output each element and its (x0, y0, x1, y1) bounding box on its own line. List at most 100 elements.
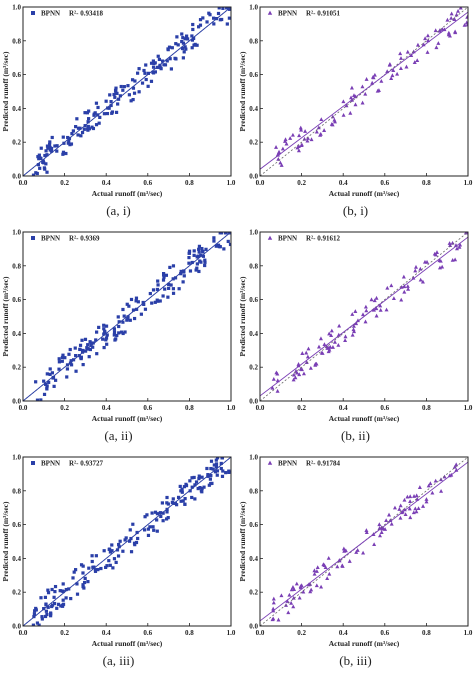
data-point (55, 149, 59, 153)
data-point (98, 115, 102, 119)
data-point (192, 475, 196, 480)
data-point (110, 543, 114, 547)
data-point (57, 357, 61, 361)
data-point (360, 100, 365, 105)
panel-caption-b-ii: (b, ii) (341, 428, 370, 443)
data-point (181, 499, 185, 503)
data-point (37, 157, 41, 161)
data-point (144, 63, 148, 67)
legend: BPNN R²- 0.93418 (31, 10, 103, 18)
data-point (318, 336, 323, 341)
data-point (415, 58, 420, 63)
data-point (142, 68, 146, 73)
data-point (61, 353, 65, 357)
data-point (161, 278, 166, 282)
y-tick-label: 1.0 (249, 229, 258, 237)
chart-panel-b-i: 0.0 0.2 0.4 0.6 0.8 1.0 0.0 0.2 0.4 0.6 0.8 1.0 Actu… (237, 0, 474, 225)
data-point (453, 257, 458, 262)
data-point (82, 586, 86, 590)
y-tick-label: 0.4 (12, 555, 21, 563)
data-point (177, 287, 181, 291)
data-point (196, 486, 200, 491)
data-point (194, 480, 199, 484)
data-point (68, 361, 73, 365)
data-point (287, 592, 292, 597)
data-point (412, 494, 417, 498)
data-point (184, 47, 188, 51)
data-point (57, 360, 61, 364)
data-point (90, 559, 94, 564)
data-point (44, 382, 48, 386)
data-point (116, 102, 120, 106)
data-point (437, 265, 442, 270)
data-point (197, 25, 201, 29)
data-point (182, 485, 187, 489)
data-point (389, 521, 394, 526)
y-tick-label: 0.4 (12, 330, 21, 338)
data-point (48, 372, 52, 376)
data-point (312, 571, 317, 576)
data-point (105, 564, 109, 568)
data-point (197, 269, 201, 274)
data-point (399, 284, 404, 289)
data-point (85, 111, 89, 115)
x-tick-label: 0.0 (19, 629, 28, 637)
data-point (81, 362, 85, 367)
data-point (195, 262, 199, 266)
data-point (391, 68, 396, 73)
data-point (196, 254, 200, 258)
data-point (149, 61, 154, 65)
y-tick-label: 0.0 (12, 623, 21, 631)
data-point (343, 334, 348, 339)
data-point (43, 153, 47, 158)
data-point (73, 568, 78, 572)
x-tick-label: 0.0 (256, 629, 265, 637)
data-point (119, 84, 123, 89)
data-point (402, 507, 407, 512)
data-point (227, 7, 231, 10)
scatter-plot-a-iii: 0.0 0.2 0.4 0.6 0.8 1.0 0.0 0.2 0.4 0.6 0.8 1.0 Actu… (1, 454, 236, 649)
data-point (348, 110, 353, 115)
data-point (113, 338, 117, 342)
x-tick-label: 0.8 (422, 629, 431, 637)
data-point (207, 11, 211, 15)
data-point (137, 90, 141, 94)
data-point (211, 467, 215, 471)
data-point (330, 122, 335, 127)
data-point (182, 274, 186, 278)
data-point (294, 368, 299, 373)
data-point (88, 347, 92, 352)
data-point (91, 565, 95, 569)
data-point (376, 88, 381, 92)
data-point (201, 254, 206, 258)
data-point (86, 124, 90, 129)
legend-r2: R²- 0.9369 (69, 235, 100, 243)
data-point (352, 329, 357, 334)
data-point (52, 384, 56, 388)
data-point (52, 601, 57, 606)
data-point (116, 554, 121, 558)
data-point (104, 99, 108, 103)
data-point (66, 141, 70, 145)
data-point (175, 503, 179, 507)
data-point (135, 530, 139, 535)
data-point (39, 146, 43, 150)
data-point (151, 71, 156, 75)
data-point (122, 85, 126, 89)
data-point (217, 7, 221, 10)
data-point (60, 604, 65, 608)
data-point (179, 489, 183, 493)
y-tick-label: 0.2 (12, 589, 21, 597)
data-point (399, 297, 404, 302)
data-point (37, 623, 41, 626)
data-point (80, 338, 84, 342)
data-point (355, 318, 360, 323)
data-point (384, 518, 389, 523)
data-point (274, 145, 279, 149)
data-point (335, 564, 340, 569)
data-point (191, 27, 195, 32)
plot-frame (259, 456, 469, 627)
legend-r2: R²- 0.93418 (69, 10, 103, 18)
data-point (146, 84, 150, 88)
data-point (61, 152, 65, 156)
